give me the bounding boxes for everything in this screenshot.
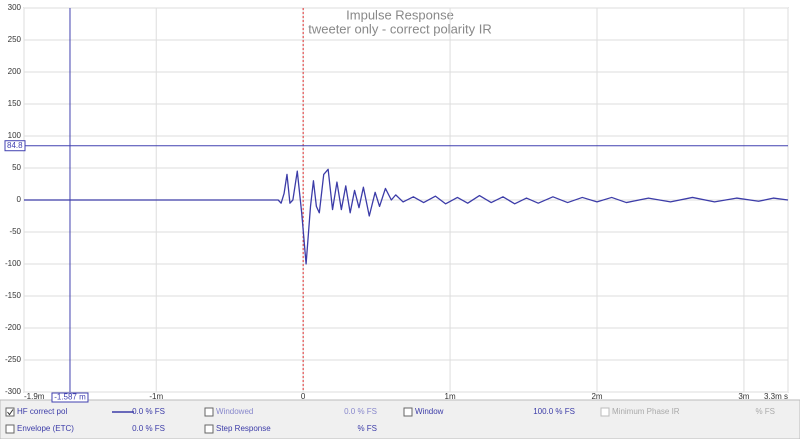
y-tick-label: -200	[5, 323, 22, 332]
panel-text: Step Response	[216, 424, 271, 433]
cursor-x-label: -1.587 m	[54, 393, 86, 402]
x-tick-label: -1.9m	[24, 392, 45, 401]
panel-text: % FS	[357, 424, 377, 433]
y-tick-label: -50	[9, 227, 21, 236]
panel-text: Window	[415, 407, 444, 416]
x-tick-label: 3m	[738, 392, 749, 401]
chart-title: Impulse Response	[346, 7, 454, 22]
y-tick-label: 50	[12, 163, 21, 172]
series-line	[24, 168, 789, 265]
chart-subtitle: tweeter only - correct polarity IR	[308, 21, 492, 36]
checkmark	[7, 409, 14, 416]
y-tick-label: 0	[17, 195, 22, 204]
checkbox[interactable]	[5, 407, 15, 417]
y-tick-label: -100	[5, 259, 22, 268]
x-tick-label: 2m	[591, 392, 602, 401]
cursor-y-label: 84.8	[7, 141, 23, 150]
panel-text: Minimum Phase IR	[612, 407, 680, 416]
y-tick-label: 200	[8, 67, 22, 76]
y-tick-label: -150	[5, 291, 22, 300]
cursor-y-box	[4, 140, 26, 152]
x-tick-label: 0	[301, 392, 306, 401]
y-tick-label: 100	[8, 131, 22, 140]
y-tick-label: 150	[8, 99, 22, 108]
panel-text: Envelope (ETC)	[17, 424, 74, 433]
y-tick-label: -250	[5, 355, 22, 364]
panel-text: 0.0 % FS	[132, 424, 165, 433]
checkbox[interactable]	[5, 424, 15, 434]
panel-text: 0.0 % FS	[344, 407, 377, 416]
checkbox[interactable]	[204, 424, 214, 434]
panel-text: 100.0 % FS	[533, 407, 575, 416]
x-tick-label: 1m	[445, 392, 456, 401]
checkbox[interactable]	[600, 407, 610, 417]
y-tick-label: -300	[5, 387, 22, 396]
panel-text: HF correct pol	[17, 407, 67, 416]
control-panel	[0, 399, 800, 440]
x-tick-label: -1m	[149, 392, 163, 401]
panel-text: % FS	[755, 407, 775, 416]
panel-text: 0.0 % FS	[132, 407, 165, 416]
panel-text: Windowed	[216, 407, 253, 416]
x-tick-label: 3.3m s	[764, 392, 788, 401]
y-tick-label: 300	[8, 3, 22, 12]
checkbox[interactable]	[403, 407, 413, 417]
y-tick-label: 250	[8, 35, 22, 44]
checkbox[interactable]	[204, 407, 214, 417]
cursor-x-box	[51, 392, 89, 403]
